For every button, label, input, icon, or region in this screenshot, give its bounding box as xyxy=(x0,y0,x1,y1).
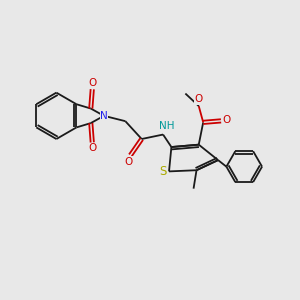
Text: O: O xyxy=(124,157,132,167)
Text: O: O xyxy=(89,78,97,88)
Text: O: O xyxy=(195,94,203,104)
Text: O: O xyxy=(223,115,231,125)
Text: S: S xyxy=(159,165,166,178)
Text: O: O xyxy=(89,143,97,153)
Text: NH: NH xyxy=(159,121,174,131)
Text: N: N xyxy=(100,111,108,121)
